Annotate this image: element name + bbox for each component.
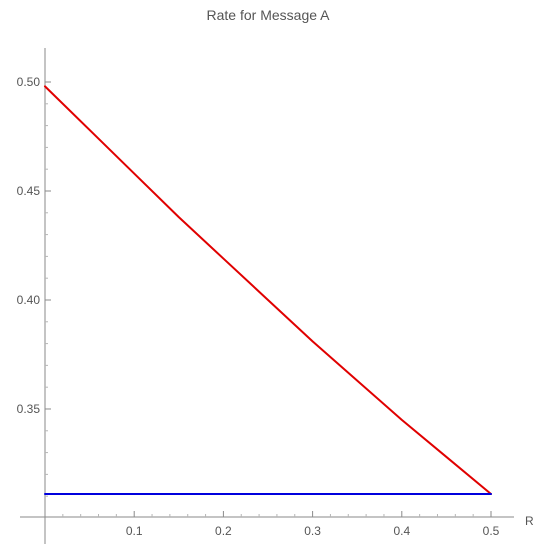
y-tick-label: 0.40: [17, 293, 41, 307]
series-layer: [44, 85, 492, 495]
ticks: 0.1 0.2 0.3 0.4 0.5 0.35 0.40 0.45 0.50: [17, 75, 500, 538]
x-tick-label: 0.4: [393, 524, 410, 538]
chart-title: Rate for Message A: [207, 7, 331, 23]
x-tick-label: 0.2: [215, 524, 232, 538]
y-tick-label: 0.35: [17, 402, 41, 416]
x-tick-label: 0.1: [126, 524, 143, 538]
series-line-red: [44, 85, 492, 495]
y-tick-label: 0.50: [17, 75, 41, 89]
x-tick-label: 0.3: [304, 524, 321, 538]
x-axis-label: R: [525, 514, 534, 528]
x-tick-label: 0.5: [483, 524, 500, 538]
y-tick-label: 0.45: [17, 184, 41, 198]
